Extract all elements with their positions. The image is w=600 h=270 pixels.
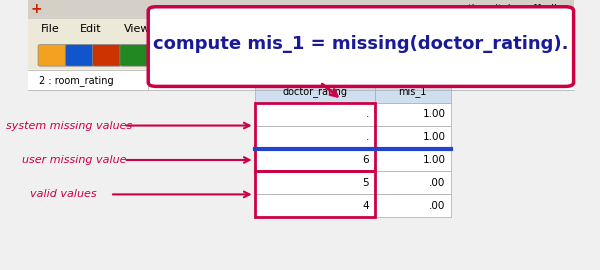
FancyBboxPatch shape xyxy=(65,45,95,66)
FancyBboxPatch shape xyxy=(28,0,574,19)
Text: 5: 5 xyxy=(362,178,369,188)
Text: +: + xyxy=(31,2,42,16)
Text: doctor_rating: doctor_rating xyxy=(282,86,347,97)
Text: Edit: Edit xyxy=(80,24,102,34)
FancyBboxPatch shape xyxy=(374,126,451,149)
FancyBboxPatch shape xyxy=(374,103,451,126)
FancyBboxPatch shape xyxy=(28,70,574,90)
FancyBboxPatch shape xyxy=(92,45,122,66)
Text: valid values: valid values xyxy=(31,189,97,200)
Text: 6: 6 xyxy=(362,155,369,165)
Text: .: . xyxy=(366,132,369,142)
Text: 4: 4 xyxy=(362,201,369,211)
Text: View: View xyxy=(124,24,151,34)
Text: File: File xyxy=(41,24,59,34)
Text: mis_1: mis_1 xyxy=(398,86,427,97)
FancyBboxPatch shape xyxy=(254,194,374,217)
FancyBboxPatch shape xyxy=(254,148,374,171)
Text: user missing value: user missing value xyxy=(22,155,127,165)
FancyBboxPatch shape xyxy=(374,194,451,217)
Text: 1.00: 1.00 xyxy=(422,155,445,165)
FancyBboxPatch shape xyxy=(120,45,149,66)
Text: .00: .00 xyxy=(429,201,445,211)
Text: .: . xyxy=(366,109,369,119)
FancyBboxPatch shape xyxy=(374,171,451,194)
FancyBboxPatch shape xyxy=(28,19,574,42)
FancyBboxPatch shape xyxy=(254,126,374,149)
FancyBboxPatch shape xyxy=(38,45,68,66)
Text: 2 : room_rating: 2 : room_rating xyxy=(39,75,114,86)
FancyBboxPatch shape xyxy=(28,42,574,69)
FancyBboxPatch shape xyxy=(374,80,451,103)
FancyBboxPatch shape xyxy=(374,148,451,171)
FancyBboxPatch shape xyxy=(254,171,374,194)
Text: 1.00: 1.00 xyxy=(422,109,445,119)
Text: .00: .00 xyxy=(429,178,445,188)
FancyBboxPatch shape xyxy=(148,7,574,86)
FancyBboxPatch shape xyxy=(254,103,374,126)
Text: compute mis_1 = missing(doctor_rating).: compute mis_1 = missing(doctor_rating). xyxy=(153,35,569,53)
Text: *hospital.sav [] - II: *hospital.sav [] - II xyxy=(467,4,557,15)
Text: system missing values: system missing values xyxy=(6,120,132,131)
Text: 6: 6 xyxy=(181,75,187,86)
FancyBboxPatch shape xyxy=(254,80,374,103)
Text: 1.00: 1.00 xyxy=(422,132,445,142)
